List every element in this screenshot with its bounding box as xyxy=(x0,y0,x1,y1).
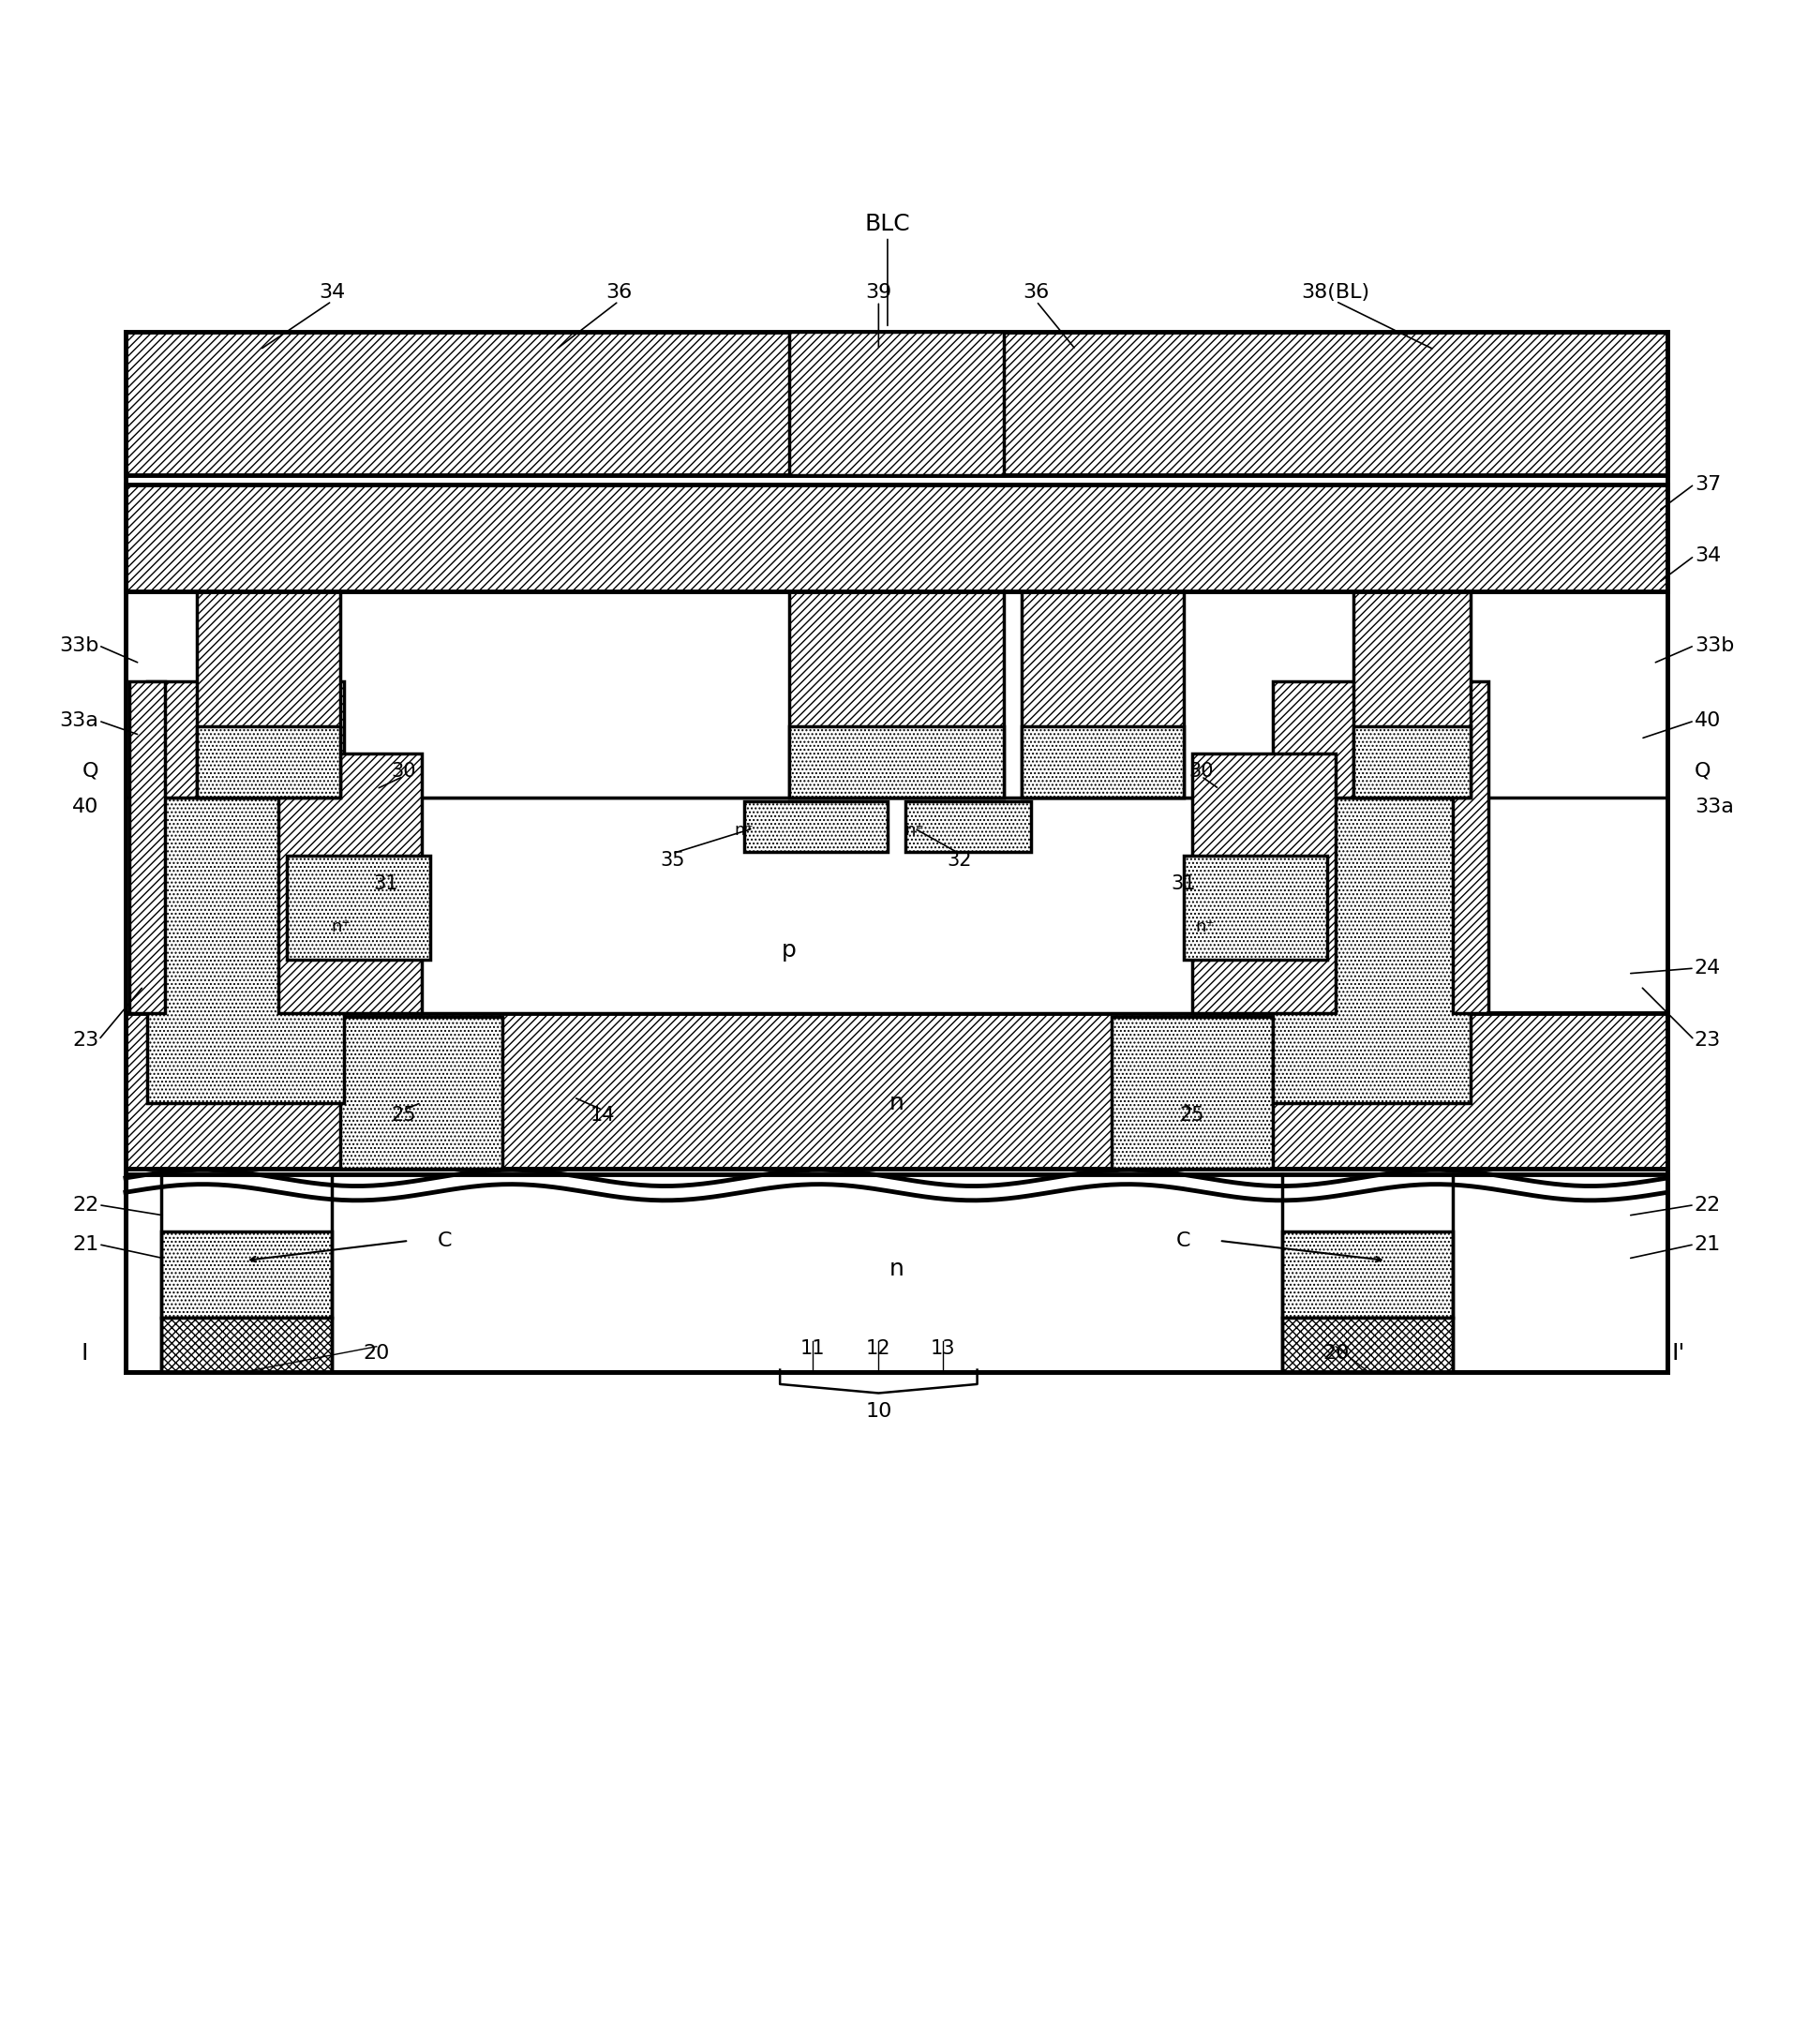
Bar xyxy=(147,681,344,797)
Bar xyxy=(1192,752,1336,1014)
Bar xyxy=(1273,681,1470,797)
Text: 21: 21 xyxy=(1694,1235,1721,1253)
Text: n⁺: n⁺ xyxy=(905,822,923,838)
Bar xyxy=(1273,797,1470,1102)
Text: 31: 31 xyxy=(373,875,398,893)
Text: n⁺: n⁺ xyxy=(1196,918,1214,936)
Text: p: p xyxy=(782,938,796,961)
Bar xyxy=(278,752,421,1014)
Bar xyxy=(1022,726,1183,797)
Text: 33a: 33a xyxy=(1694,797,1734,816)
Bar xyxy=(161,1318,332,1372)
Text: 24: 24 xyxy=(1694,959,1721,977)
Bar xyxy=(1282,1318,1452,1372)
Bar xyxy=(1452,681,1488,1014)
Text: 31: 31 xyxy=(1171,875,1196,893)
Text: n: n xyxy=(889,1091,904,1114)
Bar xyxy=(1354,726,1470,797)
Bar xyxy=(197,726,341,797)
Text: 20: 20 xyxy=(364,1345,389,1363)
Text: 22: 22 xyxy=(1694,1196,1721,1214)
Text: 36: 36 xyxy=(606,282,631,303)
Bar xyxy=(744,801,888,852)
Text: n⁺: n⁺ xyxy=(332,918,350,936)
Text: 37: 37 xyxy=(1694,474,1721,493)
Bar xyxy=(789,591,1004,797)
Bar xyxy=(126,1175,1667,1372)
Bar xyxy=(129,681,165,1014)
Text: 10: 10 xyxy=(866,1402,891,1421)
Bar xyxy=(126,484,1667,591)
Text: Q: Q xyxy=(1694,762,1711,781)
Text: 13: 13 xyxy=(931,1339,956,1357)
Text: 38(BL): 38(BL) xyxy=(1302,282,1370,303)
Bar xyxy=(1354,591,1470,797)
Text: 30: 30 xyxy=(1189,762,1214,781)
Text: 33b: 33b xyxy=(59,636,99,654)
Bar xyxy=(1112,1016,1273,1169)
Text: C: C xyxy=(437,1230,452,1251)
Text: 39: 39 xyxy=(866,282,891,303)
Text: C: C xyxy=(1176,1230,1191,1251)
Text: 25: 25 xyxy=(391,1106,416,1124)
Bar xyxy=(287,854,430,959)
Text: 32: 32 xyxy=(947,850,972,871)
Text: 23: 23 xyxy=(72,1030,99,1049)
Text: 40: 40 xyxy=(1694,711,1721,730)
Bar xyxy=(126,591,1667,797)
Bar xyxy=(126,1014,1667,1169)
Bar xyxy=(1183,854,1327,959)
Text: 35: 35 xyxy=(660,850,685,871)
Text: Q: Q xyxy=(82,762,99,781)
Text: 20: 20 xyxy=(1323,1345,1348,1363)
Bar xyxy=(344,797,1273,1014)
Bar xyxy=(789,331,1004,474)
Bar xyxy=(1022,591,1183,797)
Bar xyxy=(147,797,344,1102)
Text: 33b: 33b xyxy=(1694,636,1734,654)
Bar xyxy=(197,591,341,797)
Text: I: I xyxy=(81,1343,88,1365)
Bar xyxy=(126,331,1667,474)
Text: 21: 21 xyxy=(72,1235,99,1253)
Text: 12: 12 xyxy=(866,1339,891,1357)
Bar xyxy=(1282,1233,1452,1318)
Text: n⁺: n⁺ xyxy=(735,822,753,838)
Bar xyxy=(789,726,1004,797)
Text: 11: 11 xyxy=(800,1339,825,1357)
Bar xyxy=(905,801,1031,852)
Bar xyxy=(341,1016,502,1169)
Text: 40: 40 xyxy=(72,797,99,816)
Text: I': I' xyxy=(1671,1343,1685,1365)
Text: 22: 22 xyxy=(72,1196,99,1214)
Text: 34: 34 xyxy=(1694,546,1721,566)
Text: 36: 36 xyxy=(1024,282,1049,303)
Text: BLC: BLC xyxy=(864,213,911,235)
Bar xyxy=(161,1233,332,1318)
Text: 25: 25 xyxy=(1180,1106,1205,1124)
Text: n: n xyxy=(889,1259,904,1282)
Text: 33a: 33a xyxy=(59,711,99,730)
Text: 23: 23 xyxy=(1694,1030,1721,1049)
Text: 34: 34 xyxy=(319,282,344,303)
Text: 30: 30 xyxy=(391,762,416,781)
Text: 14: 14 xyxy=(590,1106,615,1124)
